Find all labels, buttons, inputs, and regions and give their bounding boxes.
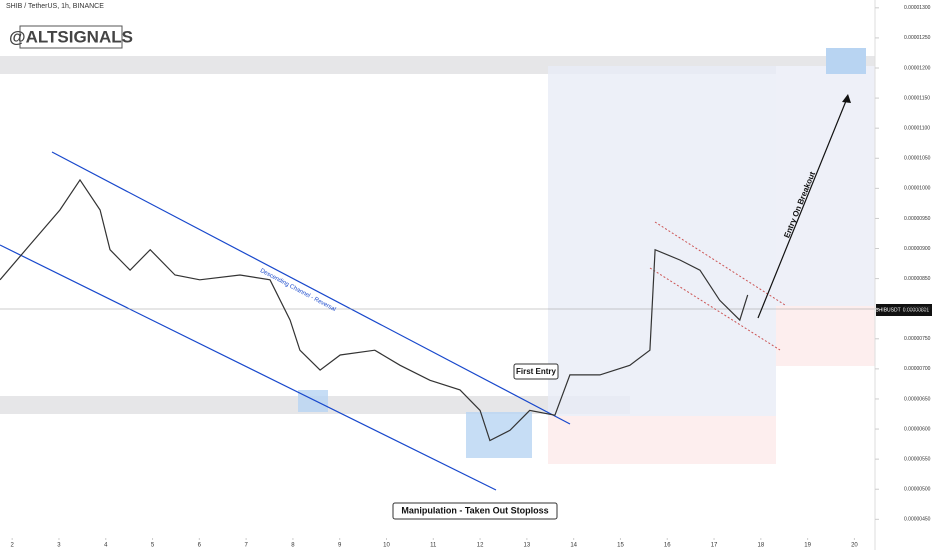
x-tick-label: 14 [570, 543, 577, 549]
arrow [757, 95, 849, 319]
x-tick-label: 16 [664, 543, 671, 549]
x-tick-label: 8 [291, 543, 295, 549]
y-tick-label: 0.00000800 [904, 306, 931, 312]
last-price-label: 0.00000801 [903, 307, 930, 313]
y-tick-label: 0.00000550 [904, 456, 931, 462]
y-tick-label: 0.00000900 [904, 246, 931, 252]
x-tick-label: 6 [198, 543, 202, 549]
annotation: Descending Channel - Reversal [259, 268, 337, 313]
symbol-tag [876, 304, 900, 316]
symbol-label: SHIBUSDT [875, 307, 900, 313]
y-tick-label: 0.00001000 [904, 186, 931, 192]
target-box-2 [776, 66, 875, 306]
target-box [548, 66, 776, 416]
y-tick-label: 0.00000950 [904, 216, 931, 222]
flag-top [654, 221, 786, 306]
y-tick-label: 0.00001100 [904, 126, 930, 132]
highlight [298, 390, 328, 412]
y-tick-label: 0.00000500 [904, 487, 931, 493]
annotation: First Entry [516, 367, 557, 376]
highlight [826, 48, 866, 74]
x-tick-label: 11 [430, 543, 437, 549]
price-tag [900, 304, 932, 316]
y-tick-label: 0.00000750 [904, 336, 931, 342]
x-tick-label: 10 [383, 543, 390, 549]
x-tick-label: 20 [851, 543, 858, 549]
x-tick-label: 5 [151, 543, 155, 549]
stop-box [548, 416, 776, 464]
y-tick-label: 0.00001250 [904, 35, 931, 41]
x-tick-label: 3 [57, 543, 61, 549]
y-tick-label: 0.00000650 [904, 396, 931, 402]
stop-box-2 [776, 306, 875, 366]
chart-title: SHIB / TetherUS, 1h, BINANCE [6, 3, 104, 10]
x-tick-label: 2 [10, 543, 14, 549]
x-tick-label: 13 [524, 543, 531, 549]
x-tick-label: 19 [804, 543, 811, 549]
y-tick-label: 0.00000450 [904, 517, 931, 523]
y-tick-label: 0.00000850 [904, 276, 931, 282]
channel-top [51, 151, 571, 425]
y-tick-label: 0.00001150 [904, 95, 930, 101]
x-tick-label: 18 [757, 543, 764, 549]
price-line [0, 178, 749, 442]
x-tick-label: 4 [104, 543, 108, 549]
y-tick-label: 0.00001300 [904, 5, 931, 11]
y-tick-label: 0.00000700 [904, 366, 931, 372]
watermark-box [19, 25, 123, 49]
x-tick-label: 9 [338, 543, 342, 549]
y-tick-label: 0.00001050 [904, 156, 931, 162]
channel-bottom [0, 244, 497, 491]
y-tick-label: 0.00001200 [904, 65, 931, 71]
annotation-box [392, 502, 558, 520]
x-tick-label: 17 [711, 543, 718, 549]
x-tick-label: 15 [617, 543, 624, 549]
annotation-box [513, 363, 559, 380]
watermark: @ALTSIGNALS [9, 27, 133, 46]
arrow-head [842, 94, 851, 103]
annotation: Manipulation - Taken Out Stoploss [401, 505, 548, 515]
x-tick-label: 12 [477, 543, 484, 549]
flag-bottom [649, 267, 781, 351]
x-tick-label: 7 [244, 543, 248, 549]
y-tick-label: 0.00000600 [904, 426, 931, 432]
